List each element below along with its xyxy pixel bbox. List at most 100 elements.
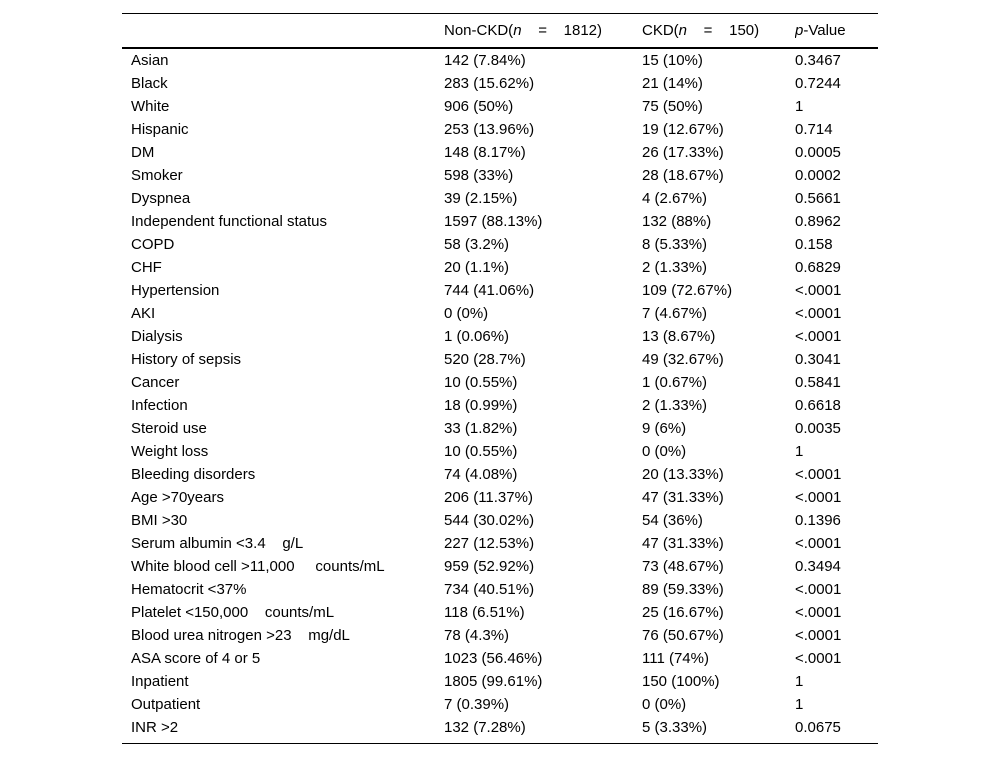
p-symbol: p [795,22,804,39]
table-row: Blood urea nitrogen >23 mg/dL 78 (4.3%) 76… [122,624,878,647]
non-ckd-value: 74 (4.08%) [444,466,518,483]
ckd-value: 47 (31.33%) [642,535,724,552]
row-label: Dyspnea [131,190,191,207]
table-row: White blood cell >11,000 counts/mL 959 (5… [122,555,878,578]
row-label: Independent functional status [131,213,327,230]
ckd-value: 1 (0.67%) [642,374,708,391]
p-value: 0.3494 [795,558,841,575]
p-value: <.0001 [795,466,842,483]
row-label: CHF [131,259,162,276]
non-ckd-value: 744 (41.06%) [444,282,535,299]
p-value: 0.0035 [795,420,841,437]
table-row: CHF 20 (1.1%) 2 (1.33%) 0.6829 [122,256,878,279]
row-label: DM [131,144,155,161]
comparison-table: Non-CKD(n = 1812) CKD(n = 150) p-Value A… [122,13,878,744]
p-value: 0.0002 [795,167,841,184]
column-header-characteristic [122,14,444,47]
ckd-value: 15 (10%) [642,52,703,69]
row-label: Outpatient [131,696,201,713]
non-ckd-value: 118 (6.51%) [444,604,525,621]
p-value: <.0001 [795,650,842,667]
row-label: Hispanic [131,121,189,138]
table-row: Infection 18 (0.99%) 2 (1.33%) 0.6618 [122,394,878,417]
row-label: Bleeding disorders [131,466,256,483]
non-ckd-value: 959 (52.92%) [444,558,535,575]
p-value: <.0001 [795,535,842,552]
ckd-header-prefix: CKD( [642,22,679,39]
p-value: <.0001 [795,282,842,299]
column-header-ckd: CKD(n = 150) [642,14,795,47]
non-ckd-value: 7 (0.39%) [444,696,510,713]
ckd-value: 9 (6%) [642,420,687,437]
p-value: <.0001 [795,305,842,322]
ckd-value: 75 (50%) [642,98,703,115]
ckd-value: 28 (18.67%) [642,167,724,184]
ckd-value: 25 (16.67%) [642,604,724,621]
row-label: Blood urea nitrogen >23 mg/dL [131,627,350,644]
p-value-suffix: -Value [803,22,846,39]
column-header-p-value: p-Value [795,14,878,47]
p-value: 0.714 [795,121,833,138]
non-ckd-value: 58 (3.2%) [444,236,510,253]
ckd-value: 73 (48.67%) [642,558,724,575]
ckd-count: 150) [729,22,760,39]
table-row: Dyspnea 39 (2.15%) 4 (2.67%) 0.5661 [122,187,878,210]
row-label: Infection [131,397,188,414]
row-label: Steroid use [131,420,207,437]
table-row: COPD 58 (3.2%) 8 (5.33%) 0.158 [122,233,878,256]
non-ckd-value: 132 (7.28%) [444,719,526,736]
non-ckd-value: 18 (0.99%) [444,397,518,414]
table-row: Bleeding disorders 74 (4.08%) 20 (13.33%) <… [122,463,878,486]
non-ckd-value: 1023 (56.46%) [444,650,543,667]
table-row: History of sepsis 520 (28.7%) 49 (32.67%) 0… [122,348,878,371]
ckd-value: 0 (0%) [642,696,687,713]
row-label: ASA score of 4 or 5 [131,650,261,667]
p-value: <.0001 [795,581,842,598]
ckd-value: 21 (14%) [642,75,703,92]
row-label: INR >2 [131,719,179,736]
ckd-value: 150 (100%) [642,673,720,690]
table-row: Serum albumin <3.4 g/L 227 (12.53%) 47 (31… [122,532,878,555]
ckd-value: 19 (12.67%) [642,121,724,138]
p-value: 0.5841 [795,374,841,391]
row-label: Asian [131,52,169,69]
non-ckd-header-prefix: Non-CKD( [444,22,514,39]
ckd-value: 2 (1.33%) [642,397,708,414]
table-row: Independent functional status 1597 (88.13… [122,210,878,233]
p-value: 0.0005 [795,144,841,161]
row-label: Platelet <150,000 counts/mL [131,604,335,621]
non-ckd-equals: = [521,22,564,39]
p-value: 0.3041 [795,351,841,368]
non-ckd-n-symbol: n [513,22,522,39]
row-label: COPD [131,236,175,253]
p-value: 0.1396 [795,512,841,529]
row-label: Weight loss [131,443,209,460]
non-ckd-value: 544 (30.02%) [444,512,535,529]
row-label: BMI >30 [131,512,188,529]
p-value: 0.3467 [795,52,841,69]
table-row: Weight loss 10 (0.55%) 0 (0%) 1 [122,440,878,463]
ckd-value: 76 (50.67%) [642,627,724,644]
p-value: 1 [795,696,804,713]
non-ckd-value: 0 (0%) [444,305,489,322]
ckd-value: 47 (31.33%) [642,489,724,506]
row-label: Black [131,75,168,92]
p-value: <.0001 [795,627,842,644]
row-label: Serum albumin <3.4 g/L [131,535,304,552]
row-label: AKI [131,305,156,322]
p-value: 0.7244 [795,75,841,92]
ckd-n-symbol: n [678,22,688,39]
table-row: Inpatient 1805 (99.61%) 150 (100%) 1 [122,670,878,693]
ckd-value: 13 (8.67%) [642,328,716,345]
table-row: Age >70years 206 (11.37%) 47 (31.33%) <.000… [122,486,878,509]
row-label: Smoker [131,167,183,184]
non-ckd-value: 39 (2.15%) [444,190,518,207]
table-row: White 906 (50%) 75 (50%) 1 [122,95,878,118]
table-row: ASA score of 4 or 5 1023 (56.46%) 111 (74%… [122,647,878,670]
ckd-value: 49 (32.67%) [642,351,724,368]
p-value: 0.0675 [795,719,841,736]
row-label: History of sepsis [131,351,242,368]
non-ckd-value: 33 (1.82%) [444,420,518,437]
ckd-value: 109 (72.67%) [642,282,733,299]
row-label: Inpatient [131,673,189,690]
